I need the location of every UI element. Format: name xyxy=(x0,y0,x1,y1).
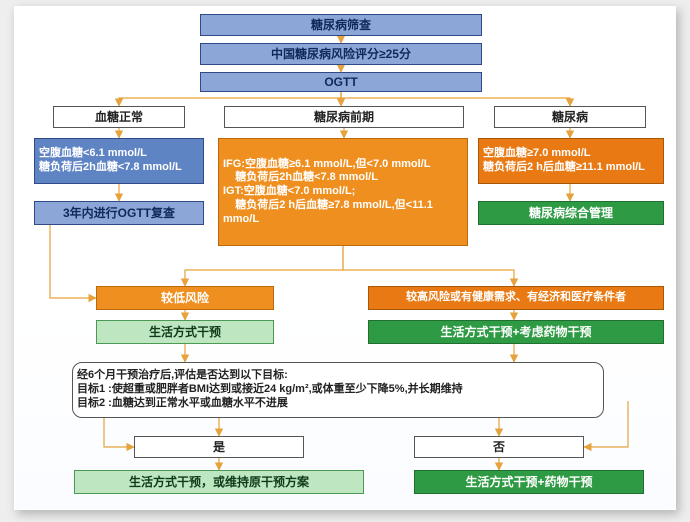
edge-19 xyxy=(104,418,134,447)
node-n9: 空腹血糖≥7.0 mmol/L 糖负荷后2 h后血糖≥11.1 mmol/L xyxy=(478,138,664,184)
node-n5: 糖尿病前期 xyxy=(224,106,464,128)
node-n14: 生活方式干预 xyxy=(96,320,274,344)
node-n12: 较低风险 xyxy=(96,286,274,310)
node-n4: 血糖正常 xyxy=(53,106,185,128)
node-n10: 3年内进行OGTT复查 xyxy=(34,201,204,225)
node-n19: 生活方式干预，或维持原干预方案 xyxy=(74,470,364,494)
edge-4 xyxy=(341,92,570,106)
canvas: 糖尿病筛查中国糖尿病风险评分≥25分 OGTT 血糖正常 糖尿病前期 糖尿病空腹血糖<6… xyxy=(0,0,690,522)
node-n20: 生活方式干预+药物干预 xyxy=(414,470,644,494)
edge-11 xyxy=(343,246,514,286)
node-n6: 糖尿病 xyxy=(494,106,646,128)
edge-16 xyxy=(50,225,96,298)
node-n3: OGTT xyxy=(200,72,482,92)
edge-10 xyxy=(185,246,343,286)
node-n11: 糖尿病综合管理 xyxy=(478,201,664,225)
node-n8: IFG:空腹血糖≥6.1 mmol/L,但<7.0 mmol/L 糖负荷后2h血… xyxy=(218,138,468,246)
node-n2: 中国糖尿病风险评分≥25分 xyxy=(200,43,482,65)
node-n13: 较高风险或有健康需求、有经济和医疗条件者 xyxy=(368,286,664,310)
node-n7: 空腹血糖<6.1 mmol/L 糖负荷后2h血糖<7.8 mmol/L xyxy=(34,138,204,184)
node-n1: 糖尿病筛查 xyxy=(200,14,482,36)
node-n15: 生活方式干预+考虑药物干预 xyxy=(368,320,664,344)
node-n17: 是 xyxy=(134,436,304,458)
node-n18: 否 xyxy=(414,436,584,458)
edge-2 xyxy=(119,92,341,106)
node-n16: 经6个月干预治疗后,评估是否达到以下目标: 目标1 :使超重或肥胖者BMI达到或… xyxy=(72,362,604,418)
flowchart-panel: 糖尿病筛查中国糖尿病风险评分≥25分 OGTT 血糖正常 糖尿病前期 糖尿病空腹血糖<6… xyxy=(14,6,676,510)
